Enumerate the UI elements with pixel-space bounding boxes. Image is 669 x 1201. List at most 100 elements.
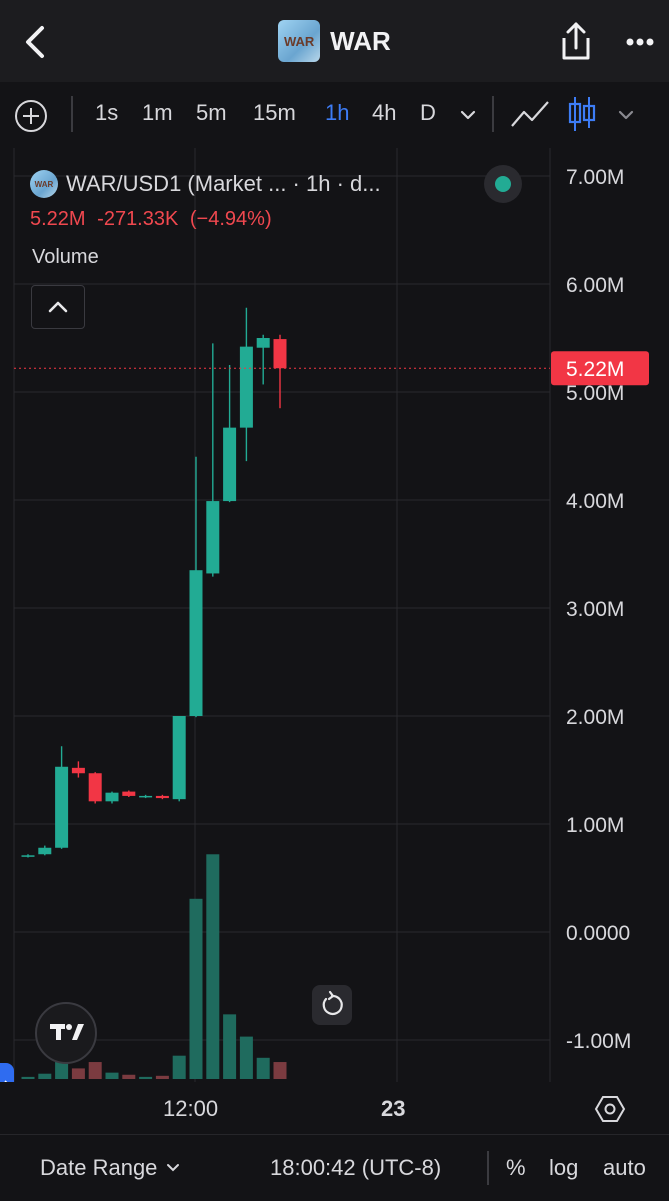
- chevron-down-icon: [618, 110, 634, 120]
- volume-bar: [239, 1036, 253, 1079]
- market-status-icon: [495, 176, 511, 192]
- candle-body: [223, 427, 237, 502]
- candle-chart-button[interactable]: [566, 94, 598, 134]
- volume-bar: [71, 1068, 85, 1079]
- candle-body: [273, 339, 287, 369]
- candle-body: [38, 847, 52, 855]
- current-price-label: 5.22M: [566, 358, 624, 381]
- price-axis-label: -1.00M: [566, 1030, 631, 1053]
- candle-body: [122, 791, 136, 796]
- legend-last-price: 5.22M: [30, 208, 86, 230]
- candle-body: [206, 501, 220, 574]
- chevron-left-icon: [26, 26, 44, 58]
- more-button[interactable]: [620, 24, 660, 60]
- bottom-divider: [487, 1151, 489, 1185]
- candles-icon: [568, 97, 596, 131]
- volume-bar: [55, 1059, 69, 1079]
- volume-bar: [38, 1073, 52, 1079]
- price-axis-label: 5.00M: [566, 382, 624, 405]
- candle-body: [21, 855, 35, 857]
- chart-panel[interactable]: 7.00M 6.00M 5.00M 4.00M 3.00M 2.00M 1.00M 0.000…: [0, 148, 669, 1082]
- toolbar-divider: [492, 96, 494, 132]
- log-scale-toggle[interactable]: log: [549, 1155, 579, 1180]
- legend-change: -271.33K: [97, 208, 179, 230]
- price-axis-label: 4.00M: [566, 490, 624, 513]
- back-button[interactable]: [14, 20, 58, 64]
- price-axis-label: 6.00M: [566, 274, 624, 297]
- volume-bar: [105, 1072, 119, 1079]
- candle-body: [155, 795, 169, 799]
- chart-type-dropdown[interactable]: [614, 104, 638, 126]
- chart-toolbar: 1s 1m 5m 15m 1h 4h D: [0, 82, 669, 148]
- volume-bar: [189, 898, 203, 1079]
- timeframe-1h[interactable]: 1h: [325, 100, 350, 125]
- candle-body: [256, 338, 270, 348]
- legend-symbol: WAR/USD1 (Market ... · 1h · d...: [66, 171, 381, 196]
- volume-bar: [21, 1076, 35, 1079]
- chevron-down-icon: [460, 110, 476, 120]
- timeframe-4h[interactable]: 4h: [372, 100, 397, 125]
- chevron-up-icon: [48, 301, 68, 313]
- candle-body: [88, 773, 102, 802]
- date-range-label: Date Range: [40, 1155, 158, 1180]
- reset-chart-button[interactable]: [312, 985, 352, 1025]
- more-dots-icon: [626, 38, 654, 46]
- candle-body: [105, 792, 119, 802]
- line-chart-button[interactable]: [508, 96, 552, 132]
- chart-settings-button[interactable]: [592, 1094, 628, 1124]
- timeframe-D[interactable]: D: [420, 100, 436, 125]
- price-axis-label: 2.00M: [566, 706, 624, 729]
- line-chart-icon: [511, 101, 549, 127]
- token-logo: WAR: [278, 20, 321, 62]
- market-status-button[interactable]: [484, 165, 522, 203]
- toolbar-divider: [71, 96, 73, 132]
- candle-body: [139, 795, 153, 798]
- reset-icon: [322, 990, 343, 1016]
- chevron-down-icon: [167, 1164, 180, 1172]
- settings-hexagon-icon: [594, 1096, 626, 1122]
- volume-bar: [256, 1057, 270, 1079]
- collapse-legend-button[interactable]: [31, 285, 85, 329]
- price-axis-label: 3.00M: [566, 598, 624, 621]
- volume-bar: [172, 1055, 186, 1079]
- legend-values: 5.22M -271.33K (−4.94%): [30, 208, 278, 231]
- tradingview-logo[interactable]: [35, 1002, 97, 1064]
- volume-bar: [223, 1014, 237, 1079]
- symbol-legend[interactable]: WAR WAR/USD1 (Market ... · 1h · d...: [30, 170, 381, 198]
- share-icon: [562, 22, 590, 60]
- bottom-bar: Date Range 18:00:42 (UTC-8) % log auto: [0, 1134, 669, 1201]
- date-range-button[interactable]: Date Range: [40, 1155, 181, 1181]
- page-title: WAR: [330, 25, 391, 56]
- candle-body: [55, 766, 69, 848]
- add-indicator-button[interactable]: [14, 99, 48, 133]
- tradingview-icon: [50, 1024, 84, 1040]
- time-axis-label: 23: [381, 1096, 406, 1121]
- volume-bar: [88, 1062, 102, 1079]
- legend-change-percent: (−4.94%): [189, 208, 272, 230]
- plus-circle-icon: [15, 100, 47, 132]
- candle-body: [239, 346, 253, 428]
- timeframe-15m[interactable]: 15m: [253, 100, 296, 125]
- timeframe-1m[interactable]: 1m: [142, 100, 173, 125]
- candle-body: [71, 767, 85, 774]
- candle-body: [172, 716, 186, 800]
- price-axis-label: 0.0000: [566, 922, 630, 945]
- time-axis-label: 12:00: [163, 1096, 219, 1121]
- auto-scale-toggle[interactable]: auto: [603, 1155, 646, 1180]
- current-price-tag: [551, 351, 649, 386]
- candle-body: [189, 570, 203, 716]
- timeframe-5m[interactable]: 5m: [196, 100, 227, 125]
- timezone-clock[interactable]: 18:00:42 (UTC-8): [270, 1155, 442, 1180]
- percent-scale-toggle[interactable]: %: [506, 1155, 526, 1180]
- price-chart[interactable]: 7.00M 6.00M 5.00M 4.00M 3.00M 2.00M 1.00M 0.000…: [0, 148, 669, 1082]
- volume-bar: [206, 854, 220, 1079]
- share-button[interactable]: [556, 20, 596, 64]
- volume-indicator-label[interactable]: Volume: [32, 246, 99, 268]
- timeframe-1s[interactable]: 1s: [95, 100, 119, 125]
- time-axis[interactable]: 12:00 23: [0, 1082, 669, 1134]
- price-axis-label: 7.00M: [566, 166, 624, 189]
- top-bar: WAR WAR: [0, 0, 669, 82]
- volume-bar: [273, 1062, 287, 1079]
- timeframe-dropdown[interactable]: [456, 104, 480, 126]
- volume-bar: [122, 1074, 136, 1079]
